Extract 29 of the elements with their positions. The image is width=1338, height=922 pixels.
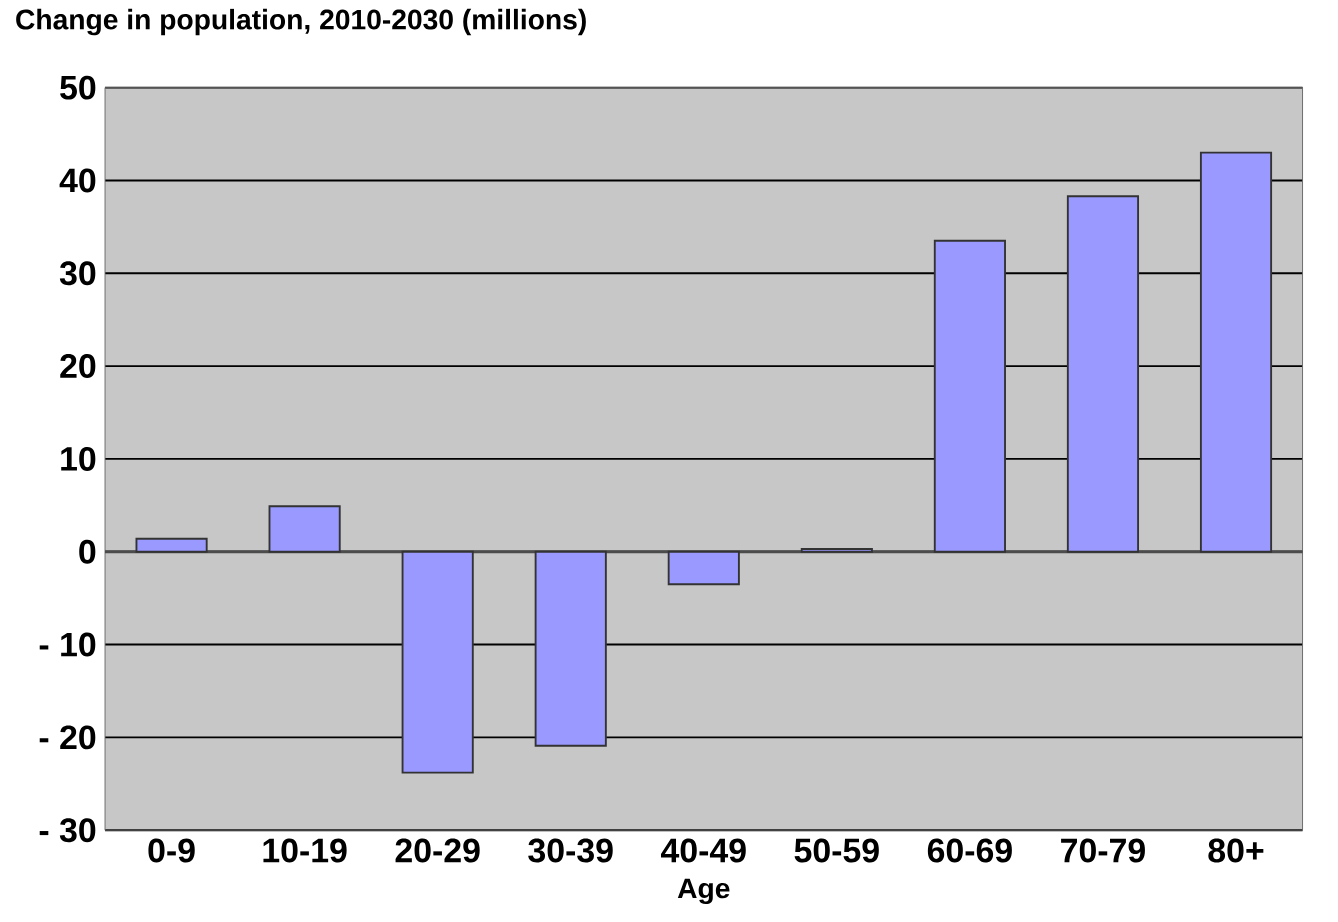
x-axis-title: Age [677, 878, 730, 905]
x-tick-label: 50-59 [794, 838, 879, 863]
bar [1199, 151, 1273, 553]
y-tick-label: - 30 [39, 818, 96, 843]
y-tick-label: 50 [60, 75, 96, 100]
y-tick-label: 40 [59, 168, 96, 193]
bar [667, 550, 740, 586]
bar [800, 548, 873, 553]
bar [401, 550, 474, 774]
bar [135, 537, 208, 553]
y-tick-label: - 10 [39, 632, 96, 657]
x-tick-label: 30-39 [528, 838, 613, 863]
y-tick-label: 0 [79, 539, 96, 564]
bar [534, 550, 607, 747]
bar [1066, 195, 1140, 553]
x-tick-label: 0-9 [148, 838, 195, 863]
x-tick-label: 70-79 [1061, 838, 1145, 863]
y-tick-label: - 20 [39, 725, 96, 750]
y-tick-label: 20 [60, 354, 96, 379]
x-tick-label: 80+ [1208, 838, 1264, 863]
x-tick-label: 10-19 [263, 838, 347, 863]
bar [933, 239, 1006, 553]
y-tick-label: 30 [59, 261, 96, 286]
x-tick-label: 60-69 [927, 838, 1012, 863]
bar [268, 505, 341, 553]
y-tick-label: 10 [61, 447, 96, 471]
x-tick-label: 40-49 [661, 838, 746, 863]
x-tick-label: 20-29 [395, 838, 480, 863]
chart-title: Change in population, 2010-2030 (millions) [16, 8, 586, 36]
